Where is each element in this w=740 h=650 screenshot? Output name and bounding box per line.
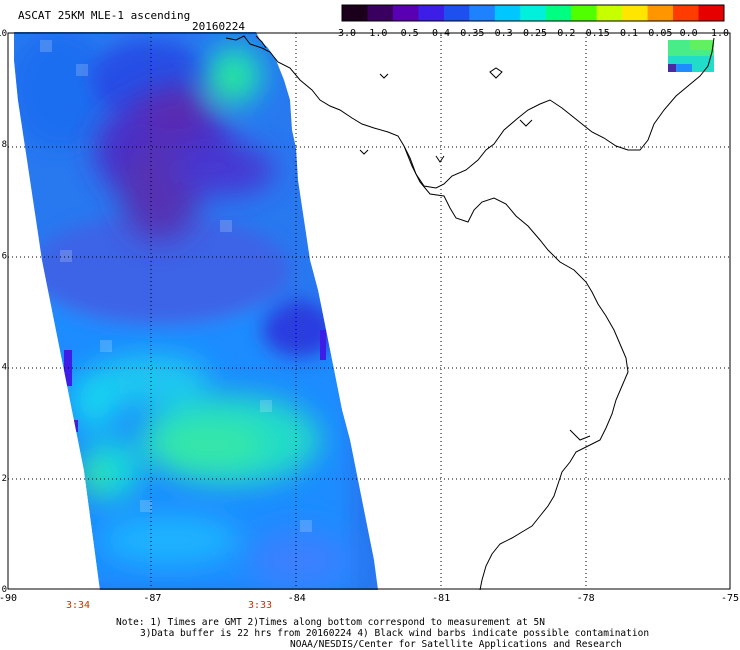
colorbar-segment — [418, 5, 445, 21]
y-tick-label: 4 — [2, 363, 7, 373]
colorbar-segment — [469, 5, 496, 21]
y-tick-label: 10 — [0, 29, 7, 39]
footer-credit: NOAA/NESDIS/Center for Satellite Applica… — [290, 639, 622, 650]
map-frame — [7, 32, 731, 590]
colorbar-label: -0.25 — [517, 28, 547, 39]
colorbar-label: -0.15 — [580, 28, 610, 39]
colorbar-segment — [443, 5, 470, 21]
colorbar-segment — [622, 5, 649, 21]
map-title: ASCAT 25KM MLE-1 ascending — [18, 9, 190, 22]
colorbar-labels: -3.0 -1.0 -0.5 -0.4 -0.35 -0.3 -0.25 -0.2 -0.15-… — [332, 28, 729, 39]
colorbar-label: -0.2 — [551, 28, 575, 39]
y-tick-label: 2 — [2, 474, 7, 484]
colorbar-segment — [342, 5, 368, 21]
colorbar-segment — [520, 5, 547, 21]
footer-note-1: Note: 1) Times are GMT 2)Times along bot… — [116, 617, 545, 628]
y-axis-ticks: 0 2 4 6 8 10 — [0, 29, 7, 595]
x-axis-ticks: -90 -87 -84 -81 -78 -75 — [0, 593, 739, 604]
inset-swath — [668, 40, 714, 72]
colorbar-label: -3.0 — [332, 28, 356, 39]
time-label-left: 3:34 — [66, 600, 90, 611]
colorbar-segment — [673, 5, 700, 21]
colorbar-segment — [571, 5, 598, 21]
wind-swath — [14, 32, 378, 590]
colorbar-label: -1.0 — [363, 28, 387, 39]
colorbar-segment — [392, 5, 419, 21]
colorbar — [341, 4, 725, 22]
colorbar-label: 0.0 — [680, 28, 698, 39]
coastline — [225, 35, 715, 591]
footer-note-2: 3)Data buffer is 22 hrs from 20160224 4)… — [140, 628, 649, 639]
colorbar-label: -0.1 — [614, 28, 638, 39]
colorbar-label: -0.5 — [395, 28, 419, 39]
colorbar-label: -0.05 — [642, 28, 672, 39]
map-date: 20160224 — [192, 20, 245, 33]
x-tick-label: -75 — [721, 593, 739, 604]
colorbar-label: 1.0 — [711, 28, 729, 39]
colorbar-segment — [367, 5, 394, 21]
x-tick-label: -78 — [577, 593, 595, 604]
colorbar-frame — [341, 4, 725, 22]
colorbar-segment — [647, 5, 674, 21]
x-tick-label: -87 — [143, 593, 161, 604]
y-tick-label: 0 — [2, 585, 7, 595]
time-label-right: 3:33 — [248, 600, 272, 611]
y-tick-label: 6 — [2, 251, 7, 261]
gridlines — [8, 33, 730, 589]
x-tick-label: -90 — [0, 593, 17, 604]
colorbar-label: -0.4 — [426, 28, 450, 39]
y-tick-label: 8 — [2, 140, 7, 150]
colorbar-segment — [545, 5, 572, 21]
x-tick-label: -84 — [288, 593, 306, 604]
colorbar-segment — [698, 5, 725, 21]
x-tick-label: -81 — [432, 593, 450, 604]
colorbar-segment — [494, 5, 521, 21]
colorbar-label: -0.3 — [489, 28, 513, 39]
colorbar-segment — [596, 5, 623, 21]
colorbar-label: -0.35 — [454, 28, 484, 39]
